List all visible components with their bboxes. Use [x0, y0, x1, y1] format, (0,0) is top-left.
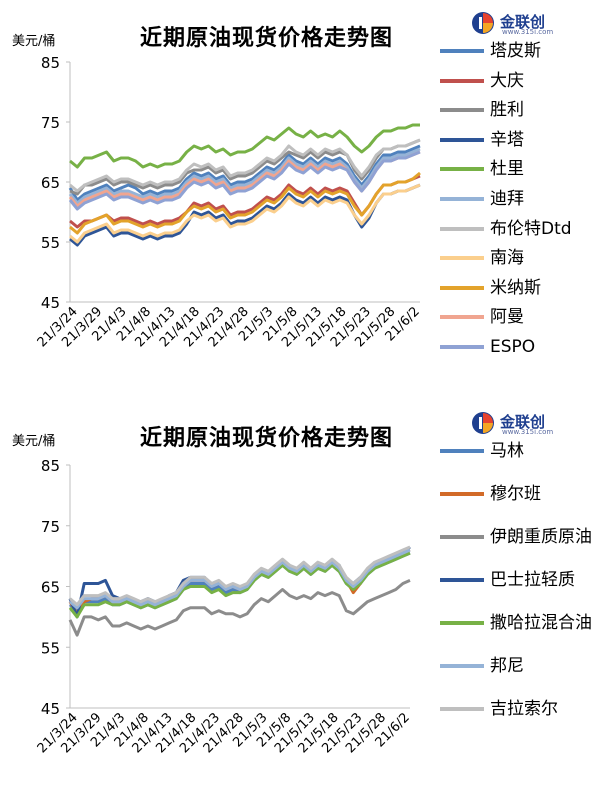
y-tick-label: 75: [41, 114, 60, 132]
series-line-6: [69, 548, 411, 610]
series-line-11: [68, 150, 421, 211]
legend-swatch: [440, 137, 484, 142]
y-tick-label: 55: [41, 639, 60, 657]
y-tick-label: 45: [41, 294, 60, 312]
legend-label: 塔皮斯: [490, 41, 541, 61]
brand-url: www.315i.com: [502, 428, 554, 436]
series-line-7: [69, 545, 411, 607]
legend-item: 杜里: [440, 158, 600, 182]
legend-swatch: [440, 226, 484, 231]
line-chart-bottom: 455565758521/3/2421/3/2921/4/321/4/821/4…: [35, 457, 413, 756]
legend-item: 马林: [440, 440, 600, 464]
legend-swatch: [440, 108, 484, 113]
y-unit-label: 美元/桶: [12, 34, 56, 49]
legend-swatch: [440, 315, 484, 320]
legend-swatch: [440, 449, 484, 453]
brand-name: 金联创: [500, 13, 546, 31]
legend-item: 邦尼: [440, 655, 600, 679]
legend-item: 伊朗重质原油: [440, 526, 600, 550]
y-tick-label: 85: [41, 54, 60, 72]
brand-logo: 金联创 www.315i.com: [470, 8, 580, 38]
brand-logo-icon: [472, 412, 494, 434]
y-tick-label: 65: [41, 579, 60, 597]
series-line-6: [68, 147, 421, 205]
legend-label: 巴士拉轻质: [490, 570, 575, 590]
legend-label: 撒哈拉混合油: [490, 613, 592, 633]
legend-label: 马林: [490, 441, 524, 461]
legend-label: 伊朗重质原油: [490, 527, 592, 547]
chart-title: 近期原油现货价格走势图: [140, 26, 394, 51]
legend-swatch: [440, 49, 484, 53]
legend-item: 阿曼: [440, 306, 600, 330]
legend-swatch: [440, 197, 484, 201]
legend-swatch: [440, 707, 484, 711]
series-line-3: [69, 138, 421, 196]
legend-label: 杜里: [490, 159, 524, 180]
legend-item: 穆尔班: [440, 483, 600, 507]
series-line-8: [69, 183, 421, 244]
legend-item: 布伦特Dtd: [440, 218, 600, 242]
legend-label: 邦尼: [490, 656, 524, 676]
legend-swatch: [440, 345, 484, 349]
legend-label: 迪拜: [490, 189, 524, 209]
legend-swatch: [440, 78, 484, 83]
y-tick-label: 55: [41, 234, 60, 252]
series-line-5: [68, 551, 411, 619]
legend-label: 吉拉索尔: [490, 699, 558, 719]
legend-swatch: [440, 535, 484, 539]
series-line-1: [68, 144, 421, 202]
brand-logo: 金联创 www.315i.com: [470, 408, 580, 438]
chart-panel-bottom: 美元/桶 近期原油现货价格走势图 金联创 www.315i.com 45 55 65…: [0, 400, 600, 800]
legend-item: 米纳斯: [440, 277, 600, 301]
chart-panel-top: 美元/桶 近期原油现货价格走势图 金联创 www.315i.com 45 55 65…: [12, 8, 600, 360]
series-line-9: [69, 171, 421, 235]
y-unit-label: 美元/桶: [12, 434, 56, 449]
legend-item: 撒哈拉混合油: [440, 612, 600, 636]
y-tick-label: 65: [41, 174, 60, 192]
legend-item: 迪拜: [440, 188, 600, 212]
legend-item: 胜利: [440, 99, 600, 123]
legend-item: 南海: [440, 247, 600, 271]
legend-item: 辛塔: [440, 129, 600, 153]
series-line-4: [69, 183, 421, 247]
legend-item: ESPO: [440, 336, 600, 360]
brand-url: www.315i.com: [502, 28, 554, 36]
legend-swatch: [440, 578, 484, 582]
y-tick-label: 45: [41, 700, 60, 718]
legend-label: 南海: [490, 248, 524, 269]
series-line-3: [68, 579, 411, 637]
legend-label: 米纳斯: [490, 277, 541, 298]
brand-logo-icon: [472, 12, 494, 34]
legend-label: 大庆: [490, 70, 524, 91]
chart-title: 近期原油现货价格走势图: [140, 426, 394, 451]
series-line-7: [69, 138, 421, 193]
legend-swatch: [440, 492, 484, 496]
y-tick-label: 75: [41, 518, 60, 536]
legend-item: 巴士拉轻质: [440, 569, 600, 593]
legend-swatch: [440, 167, 484, 172]
legend-swatch: [440, 285, 484, 290]
legend-item: 大庆: [440, 70, 600, 94]
series-line-5: [69, 123, 420, 169]
legend-label: 胜利: [490, 100, 524, 121]
line-chart-top: 455565758521/3/2421/3/2921/4/321/4/821/4…: [35, 54, 423, 350]
legend-swatch: [440, 256, 484, 261]
legend-label: 阿曼: [490, 307, 524, 328]
legend-label: ESPO: [490, 337, 536, 357]
legend-label: 辛塔: [490, 129, 524, 150]
legend-swatch: [440, 664, 484, 668]
legend-label: 布伦特Dtd: [490, 218, 572, 239]
legend-item: 吉拉索尔: [440, 698, 600, 722]
brand-name: 金联创: [500, 413, 546, 431]
y-tick-label: 85: [41, 457, 60, 475]
legend-item: 塔皮斯: [440, 40, 600, 64]
legend-swatch: [440, 621, 484, 625]
legend-label: 穆尔班: [490, 484, 541, 504]
